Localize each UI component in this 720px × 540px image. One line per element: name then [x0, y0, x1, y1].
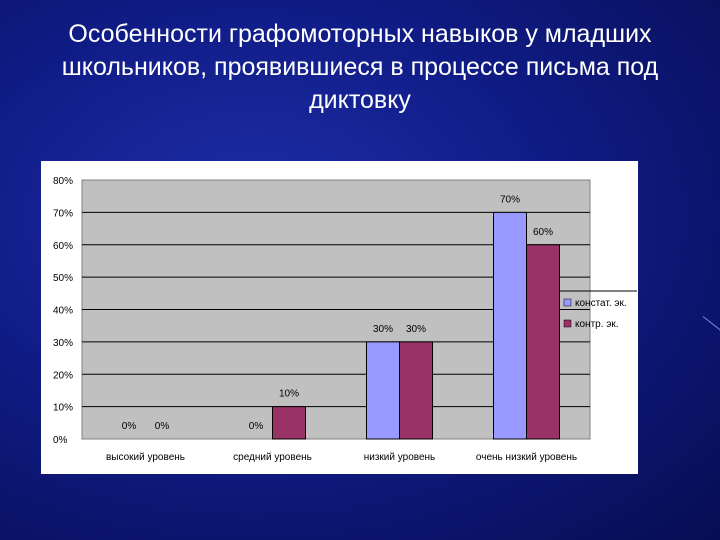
bar-chart: 0% 10% 20% 30% 40% 50% 60% 70% 80% 0% 0% высокий ур…	[53, 176, 637, 463]
legend-swatch	[563, 319, 572, 328]
y-tick-label: 50%	[53, 273, 73, 284]
y-tick-label: 0%	[53, 435, 68, 446]
y-tick-label: 40%	[53, 306, 73, 317]
chart-panel: 0% 10% 20% 30% 40% 50% 60% 70% 80% 0% 0% высокий ур…	[41, 161, 638, 474]
y-tick-label: 60%	[53, 241, 73, 252]
x-tick-label: низкий уровень	[364, 452, 436, 463]
y-tick-label: 80%	[53, 176, 73, 187]
y-tick-label: 30%	[53, 338, 73, 349]
legend-swatch	[563, 298, 572, 307]
decorative-line	[702, 316, 720, 331]
y-tick-label: 20%	[53, 370, 73, 381]
bar	[493, 211, 527, 440]
data-label: 60%	[533, 227, 553, 238]
bar	[272, 406, 306, 440]
bar	[526, 244, 560, 440]
x-tick-label: средний уровень	[233, 452, 312, 463]
data-label: 10%	[279, 389, 299, 400]
data-label: 30%	[373, 324, 393, 335]
legend-label: контр. эк.	[575, 319, 619, 330]
bar	[366, 341, 400, 440]
bar	[399, 341, 433, 440]
legend-label: констат. эк.	[575, 298, 627, 309]
slide-title: Особенности графомоторных навыков у млад…	[61, 20, 659, 114]
x-tick-label: высокий уровень	[106, 452, 185, 463]
data-label: 0%	[249, 421, 264, 432]
y-tick-label: 10%	[53, 403, 73, 414]
data-label: 0%	[155, 421, 170, 432]
data-label: 0%	[122, 421, 137, 432]
y-tick-label: 70%	[53, 208, 73, 219]
data-label: 70%	[500, 194, 520, 205]
x-tick-label: очень низкий уровень	[476, 452, 577, 463]
data-label: 30%	[406, 324, 426, 335]
